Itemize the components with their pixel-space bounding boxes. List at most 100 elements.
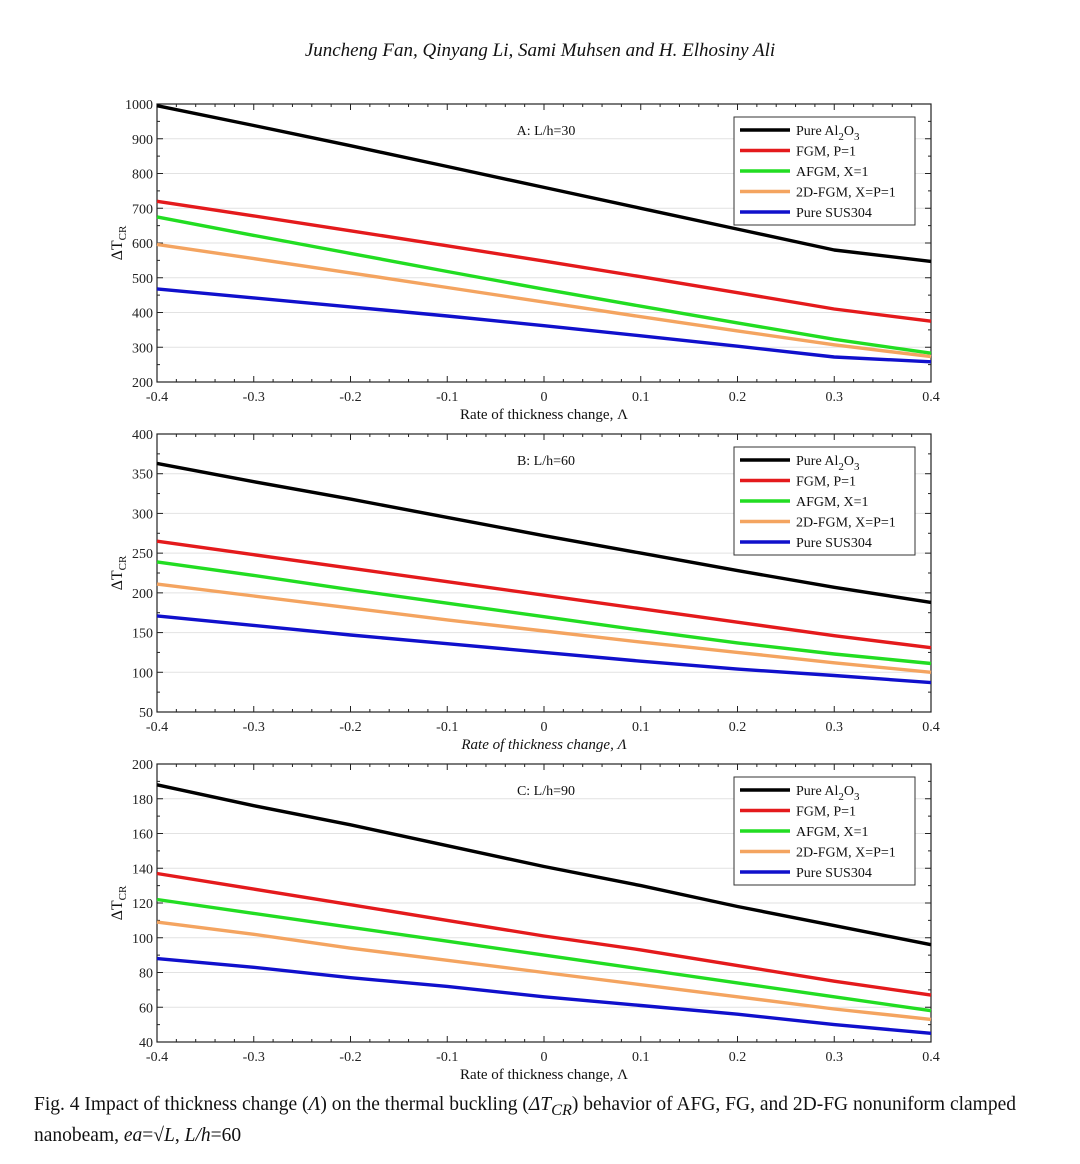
x-tick-label-6: 0.2: [729, 390, 747, 405]
y-tick-label-3: 500: [132, 272, 153, 287]
chart-title: A: L/h=30: [517, 124, 576, 139]
x-tick-label-4: 0: [541, 390, 548, 405]
caption-part2: ) on the thermal buckling (: [320, 1094, 529, 1115]
caption-dt: ΔT: [528, 1094, 552, 1115]
x-tick-label-3: -0.1: [436, 390, 458, 405]
y-axis-label-sub: CR: [117, 555, 129, 570]
series-line-fg2d: [156, 582, 932, 674]
authors-line: Juncheng Fan, Qinyang Li, Sami Muhsen an…: [304, 40, 776, 61]
x-tick-label-4: 0: [541, 720, 548, 735]
y-tick-label-6: 160: [132, 828, 153, 843]
series-line-afgm: [156, 897, 932, 1013]
y-tick-label-7: 180: [132, 793, 153, 808]
x-axis-label: Rate of thickness change, Λ: [460, 1067, 628, 1082]
series-line-fgm: [156, 871, 932, 997]
y-tick-label-2: 150: [132, 627, 153, 642]
x-tick-label-0: -0.4: [146, 390, 168, 405]
x-tick-label-1: -0.3: [243, 720, 265, 735]
caption-dt-sub: CR: [551, 1100, 572, 1119]
series-line-afgm: [156, 560, 932, 666]
series-line-sus: [156, 956, 932, 1035]
legend-label-fg2d: 2D-FGM, X=P=1: [796, 846, 896, 861]
legend-label-afgm: AFGM, X=1: [796, 495, 868, 510]
y-axis-label: ΔTCR: [109, 555, 129, 590]
x-tick-label-8: 0.4: [922, 390, 940, 405]
legend-label-part: O: [844, 784, 854, 799]
chart-b-svg: 50 100 150 200 250 300 350 400 -0.4 -0.3 -0.2 -0.1 0…: [109, 428, 940, 753]
x-tick-label-2: -0.2: [339, 1050, 361, 1065]
x-tick-label-4: 0: [541, 1050, 548, 1065]
x-tick-label-3: -0.1: [436, 720, 458, 735]
series-line-sus: [156, 614, 932, 685]
caption-ea: ea: [123, 1124, 143, 1146]
figure-caption: Fig. 4 Impact of thickness change (Λ) on…: [34, 1092, 1044, 1148]
legend-label-part: 2: [838, 461, 844, 473]
legend-label-fgm: FGM, P=1: [796, 145, 856, 160]
chart-panel-a: 200 300 400 500 600 700 800 900 1000 -0.4 -0.3 -0.2…: [60, 92, 1020, 423]
caption-Lh: L/h: [184, 1124, 211, 1146]
y-tick-label-2: 400: [132, 307, 153, 322]
y-tick-label-0: 200: [132, 376, 153, 391]
legend-label-afgm: AFGM, X=1: [796, 825, 868, 840]
legend-label-afgm: AFGM, X=1: [796, 165, 868, 180]
series-line-al2o3: [156, 783, 932, 947]
chart-a-svg: 200 300 400 500 600 700 800 900 1000 -0.4 -0.3 -0.2…: [109, 98, 940, 423]
y-tick-label-5: 140: [132, 862, 153, 877]
chart-title: B: L/h=60: [517, 454, 575, 469]
x-tick-label-7: 0.3: [826, 390, 844, 405]
x-tick-label-1: -0.3: [243, 390, 265, 405]
y-tick-label-7: 900: [132, 133, 153, 148]
legend-label-part: 3: [854, 461, 860, 473]
legend-label-sus: Pure SUS304: [796, 536, 872, 551]
x-tick-label-8: 0.4: [922, 720, 940, 735]
y-tick-label-1: 100: [132, 666, 153, 681]
x-axis-label: Rate of thickness change, Λ: [460, 407, 628, 422]
y-tick-label-6: 800: [132, 168, 153, 183]
caption-lambda: Λ: [308, 1094, 321, 1115]
legend-label-sus: Pure SUS304: [796, 866, 872, 881]
y-tick-label-4: 250: [132, 547, 153, 562]
y-tick-label-1: 60: [139, 1001, 153, 1016]
caption-part1: Impact of thickness change (: [84, 1094, 309, 1115]
series-line-fgm: [156, 199, 932, 323]
y-axis-label: ΔTCR: [109, 225, 129, 260]
y-tick-label-5: 700: [132, 202, 153, 217]
caption-L: L: [164, 1124, 175, 1146]
legend-label-part: O: [844, 454, 854, 469]
y-axis-label-main: ΔT: [109, 240, 126, 260]
legend-label-fg2d: 2D-FGM, X=P=1: [796, 516, 896, 531]
caption-sep: ,: [174, 1124, 185, 1146]
series-line-fg2d: [156, 242, 932, 359]
x-tick-label-5: 0.1: [632, 390, 650, 405]
caption-part3: ) behavior of AFG, FG, and 2D-FG nonunif…: [34, 1094, 1016, 1146]
chart-panel-c: 40 60 80 100 120 140 160 180 200 -0.4 -0.3 -0.2 -0.1…: [60, 752, 1020, 1083]
caption-fig: Fig. 4: [34, 1094, 80, 1115]
y-axis-label-main: ΔT: [109, 900, 126, 920]
y-tick-label-2: 80: [139, 967, 153, 982]
legend-label-part: 3: [854, 791, 860, 803]
y-tick-label-7: 400: [132, 428, 153, 443]
series-line-al2o3: [156, 104, 932, 264]
x-tick-label-1: -0.3: [243, 1050, 265, 1065]
series-line-al2o3: [156, 461, 932, 605]
x-tick-label-7: 0.3: [826, 1050, 844, 1065]
x-tick-label-2: -0.2: [339, 390, 361, 405]
legend-label-part: 3: [854, 131, 860, 143]
x-tick-label-3: -0.1: [436, 1050, 458, 1065]
legend-label-part: O: [844, 124, 854, 139]
y-tick-label-8: 200: [132, 758, 153, 773]
legend-label-part: Pure Al: [796, 784, 839, 799]
y-tick-label-0: 40: [139, 1036, 153, 1051]
legend-label-al2o3: Pure Al2O3: [796, 454, 860, 473]
chart-title: C: L/h=90: [517, 784, 575, 799]
x-tick-label-7: 0.3: [826, 720, 844, 735]
series-line-fgm: [156, 539, 932, 650]
x-axis-label: Rate of thickness change, Λ: [460, 737, 626, 752]
y-axis-label-main: ΔT: [109, 570, 126, 590]
y-tick-label-8: 1000: [125, 98, 153, 113]
y-tick-label-3: 200: [132, 587, 153, 602]
legend-label-part: 2: [838, 791, 844, 803]
y-tick-label-4: 600: [132, 237, 153, 252]
series-line-sus: [156, 287, 932, 364]
legend-label-al2o3: Pure Al2O3: [796, 124, 860, 143]
